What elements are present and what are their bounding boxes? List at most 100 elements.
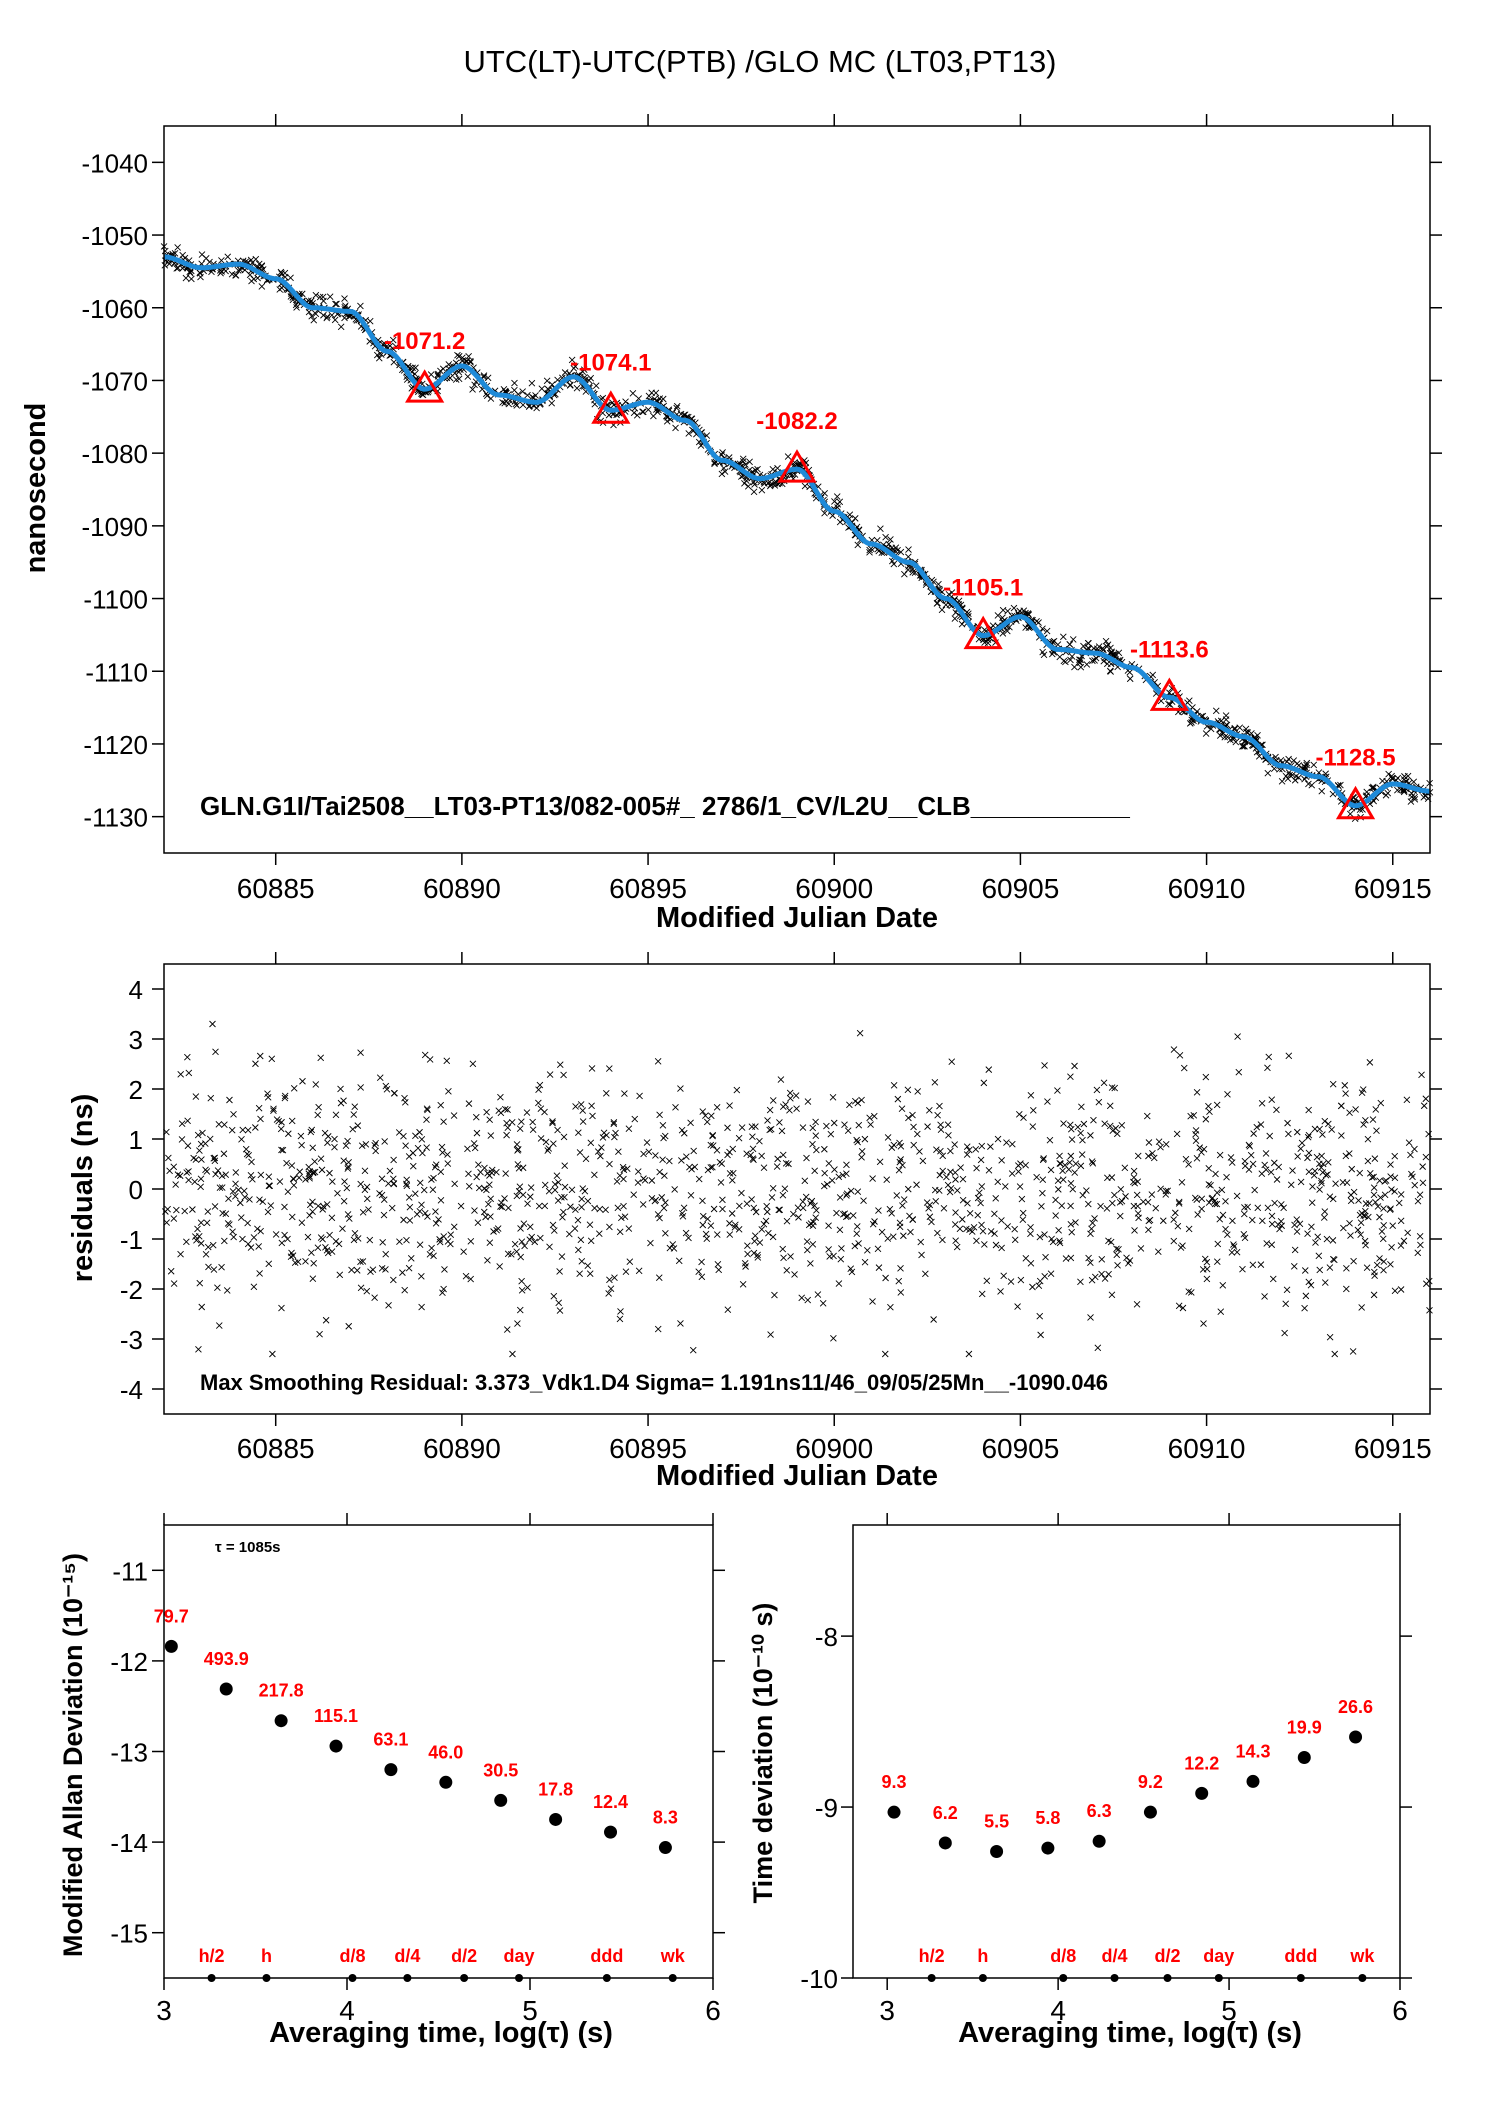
p2-data-point xyxy=(1125,1259,1132,1267)
p2-data-point xyxy=(418,1201,425,1209)
p1-ytick-label: -1070 xyxy=(82,366,149,396)
p4-xtick-label: 5 xyxy=(1221,1995,1237,2026)
p2-data-point xyxy=(1329,1080,1337,1088)
p1-marker-label: -1128.5 xyxy=(1315,745,1395,772)
p2-data-point xyxy=(194,1131,202,1139)
p2-data-point xyxy=(407,1254,415,1262)
p2-data-point xyxy=(173,1206,180,1214)
p2-data-point xyxy=(1027,1224,1034,1231)
p2-data-point xyxy=(643,1139,651,1146)
p1-marker-triangle xyxy=(777,449,817,483)
p3-xtick-label: 3 xyxy=(156,1995,172,2026)
p2-data-point xyxy=(1175,1198,1183,1206)
p3-data-point xyxy=(658,1841,672,1855)
p2-data-point xyxy=(1062,1255,1070,1262)
p2-data-point xyxy=(1145,1152,1152,1160)
p1-data-point xyxy=(935,580,942,588)
p2-data-point xyxy=(735,1134,743,1142)
p2-data-point xyxy=(994,1135,1002,1143)
p1-data-point xyxy=(186,269,194,277)
p2-data-point xyxy=(1088,1225,1095,1233)
p2-data-point xyxy=(495,1107,503,1114)
p2-data-point xyxy=(246,1196,253,1203)
p2-data-point xyxy=(607,1285,615,1292)
p2-data-point xyxy=(930,1316,937,1323)
p2-data-point xyxy=(839,1171,847,1179)
p2-data-point xyxy=(728,1210,736,1217)
p2-data-point xyxy=(357,1284,365,1292)
p2-data-point xyxy=(812,1118,819,1126)
p2-data-point xyxy=(296,1168,304,1176)
p2-data-point xyxy=(551,1186,559,1194)
p2-data-point xyxy=(651,1197,659,1205)
p2-data-point xyxy=(302,1257,309,1265)
p2-data-point xyxy=(963,1143,971,1150)
p2-data-point xyxy=(279,1146,287,1154)
p2-data-point xyxy=(709,1163,716,1171)
p2-data-point xyxy=(625,1125,633,1133)
p2-data-point xyxy=(484,1256,491,1264)
p2-data-point xyxy=(473,1173,480,1181)
p2-data-point xyxy=(267,1202,275,1209)
p1-data-point xyxy=(1039,648,1046,656)
p2-data-point xyxy=(199,1129,206,1137)
p2-data-point xyxy=(198,1303,206,1311)
p2-data-point xyxy=(998,1156,1005,1164)
p2-data-point xyxy=(1052,1212,1059,1219)
p3-data-point xyxy=(549,1812,563,1826)
p2-data-point xyxy=(934,1229,941,1237)
p1-data-point xyxy=(1010,604,1018,612)
p2-data-point xyxy=(1109,1199,1116,1207)
p4-reference-label: wk xyxy=(1349,1946,1375,1966)
p2-data-point xyxy=(602,1206,609,1214)
p2-data-point xyxy=(298,1141,305,1149)
p2-data-point xyxy=(1293,1228,1301,1235)
p1-data-point xyxy=(1216,732,1224,739)
p2-data-point xyxy=(423,1105,431,1112)
p2-data-point xyxy=(1291,1246,1299,1254)
p2-data-point xyxy=(792,1092,800,1099)
p2-data-point xyxy=(1381,1178,1389,1185)
p2-data-point xyxy=(556,1307,564,1314)
p2-data-point xyxy=(764,1117,771,1124)
p2-data-point xyxy=(917,1238,925,1246)
p2-data-point xyxy=(896,1139,903,1147)
p4-point-label: 12.2 xyxy=(1184,1753,1219,1773)
p2-data-point xyxy=(670,1245,678,1252)
p2-data-point xyxy=(1077,1129,1084,1137)
p2-data-point xyxy=(457,1202,465,1210)
p2-data-point xyxy=(1330,1255,1337,1263)
p2-data-point xyxy=(1137,1245,1145,1252)
p1-data-point xyxy=(469,386,476,393)
p2-data-point xyxy=(183,1238,190,1246)
p2-data-point xyxy=(232,1180,239,1188)
p2-data-point xyxy=(361,1167,369,1175)
p4-ytick-label: -10 xyxy=(800,1964,838,1994)
p2-data-point xyxy=(207,1094,215,1102)
p2-data-point xyxy=(426,1251,434,1258)
p2-data-point xyxy=(340,1197,348,1205)
p1-data-point xyxy=(464,373,472,380)
p2-data-point xyxy=(518,1238,526,1245)
p1-data-point xyxy=(1006,623,1013,631)
p3-data-point xyxy=(329,1739,343,1753)
p2-data-point xyxy=(382,1250,390,1258)
p1-data-point xyxy=(622,398,629,406)
p2-data-point xyxy=(197,1183,204,1191)
p2-data-point xyxy=(1246,1143,1254,1150)
p2-data-point xyxy=(167,1267,175,1275)
p2-data-point xyxy=(471,1207,478,1214)
p2-data-point xyxy=(809,1241,817,1248)
p2-data-point xyxy=(435,1216,442,1223)
p2-data-point xyxy=(1176,1051,1184,1059)
p1-data-point xyxy=(529,393,536,401)
p4-data-point xyxy=(1143,1805,1157,1819)
p1-data-point xyxy=(1359,806,1366,813)
p2-data-point xyxy=(215,1120,223,1128)
p2-data-point xyxy=(974,1211,982,1219)
p2-data-point xyxy=(1290,1263,1298,1270)
p2-data-point xyxy=(931,1186,939,1194)
p1-data-point xyxy=(750,488,758,496)
p2-data-point xyxy=(965,1146,973,1154)
p1-data-point xyxy=(630,409,638,417)
